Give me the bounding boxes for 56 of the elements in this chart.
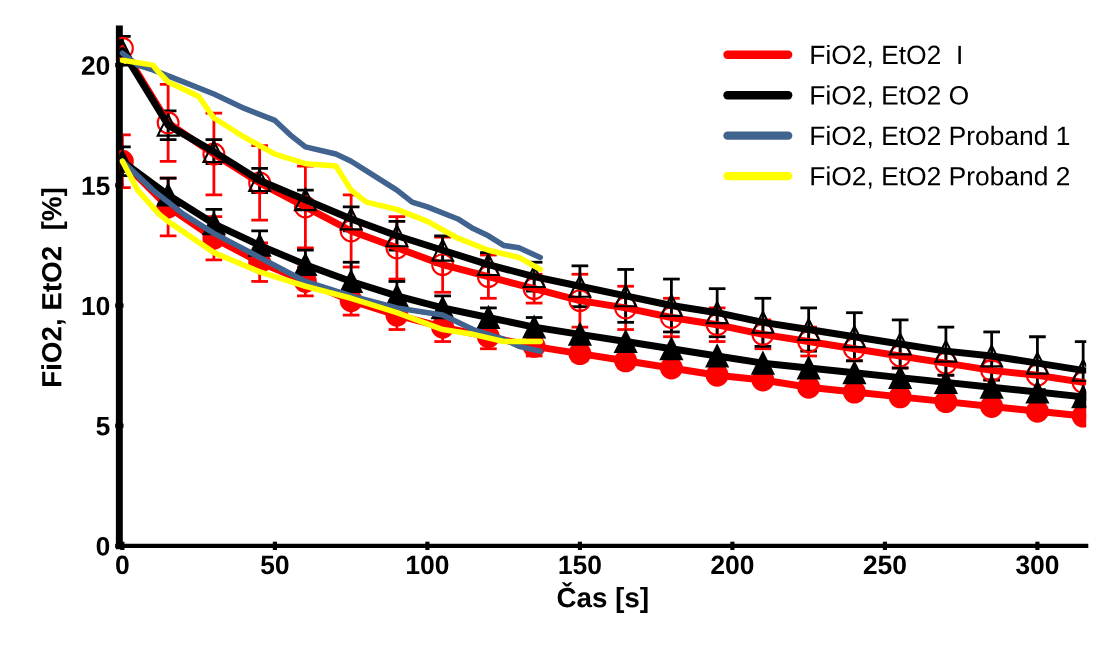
point: [751, 322, 775, 346]
point: [888, 332, 912, 356]
point: [842, 361, 866, 385]
point: [431, 253, 455, 277]
point: [1025, 351, 1049, 375]
x-tick-label: 300: [1016, 555, 1059, 575]
point: [705, 301, 729, 325]
point: [934, 370, 958, 394]
legend-label: FiO2, EtO2 I: [811, 44, 961, 68]
point: [614, 284, 638, 308]
x-tick-label: 250: [863, 555, 906, 575]
point: [659, 337, 683, 361]
point: [934, 339, 958, 363]
point: [339, 270, 363, 293]
point: [614, 330, 638, 354]
point: [568, 289, 592, 313]
point: [568, 322, 592, 346]
point: [522, 277, 546, 301]
point: [797, 330, 821, 354]
legend-label: FiO2, EtO2 O: [811, 85, 968, 108]
point: [385, 224, 409, 248]
point: [842, 325, 866, 349]
x-tick-label: 0: [116, 555, 129, 575]
x-tick-label: 100: [407, 555, 449, 575]
x-axis-title: Čas [s]: [557, 582, 648, 613]
point: [980, 375, 1004, 399]
point: [659, 294, 683, 317]
y-tick-label: 0: [96, 537, 110, 556]
point: [293, 253, 317, 277]
point: [797, 356, 821, 380]
point: [1025, 380, 1049, 404]
point: [751, 351, 775, 375]
point: [476, 306, 500, 329]
x-tick-label: 150: [559, 555, 601, 575]
point: [522, 265, 546, 289]
y-tick-label: 5: [96, 417, 110, 436]
legend-label: FiO2, EtO2 Proband 1: [811, 125, 1070, 149]
point: [568, 274, 592, 298]
y-tick-label: 20: [81, 56, 110, 75]
point: [659, 306, 683, 329]
point: [980, 344, 1004, 368]
point: [751, 310, 775, 334]
y-axis-title: FiO2, EtO2 [%]: [41, 188, 68, 386]
y-tick-label: 10: [82, 296, 110, 316]
point: [797, 318, 821, 341]
y-tick-label: 15: [82, 176, 110, 196]
point: [476, 265, 500, 289]
point: [522, 315, 546, 339]
point: [431, 238, 455, 262]
point: [293, 195, 317, 219]
x-tick-label: 200: [711, 555, 754, 575]
point: [705, 344, 729, 368]
point: [888, 366, 912, 390]
x-tick-label: 50: [261, 555, 289, 575]
point: [1025, 363, 1049, 387]
legend-label: FiO2, EtO2 Proband 2: [811, 166, 1070, 189]
